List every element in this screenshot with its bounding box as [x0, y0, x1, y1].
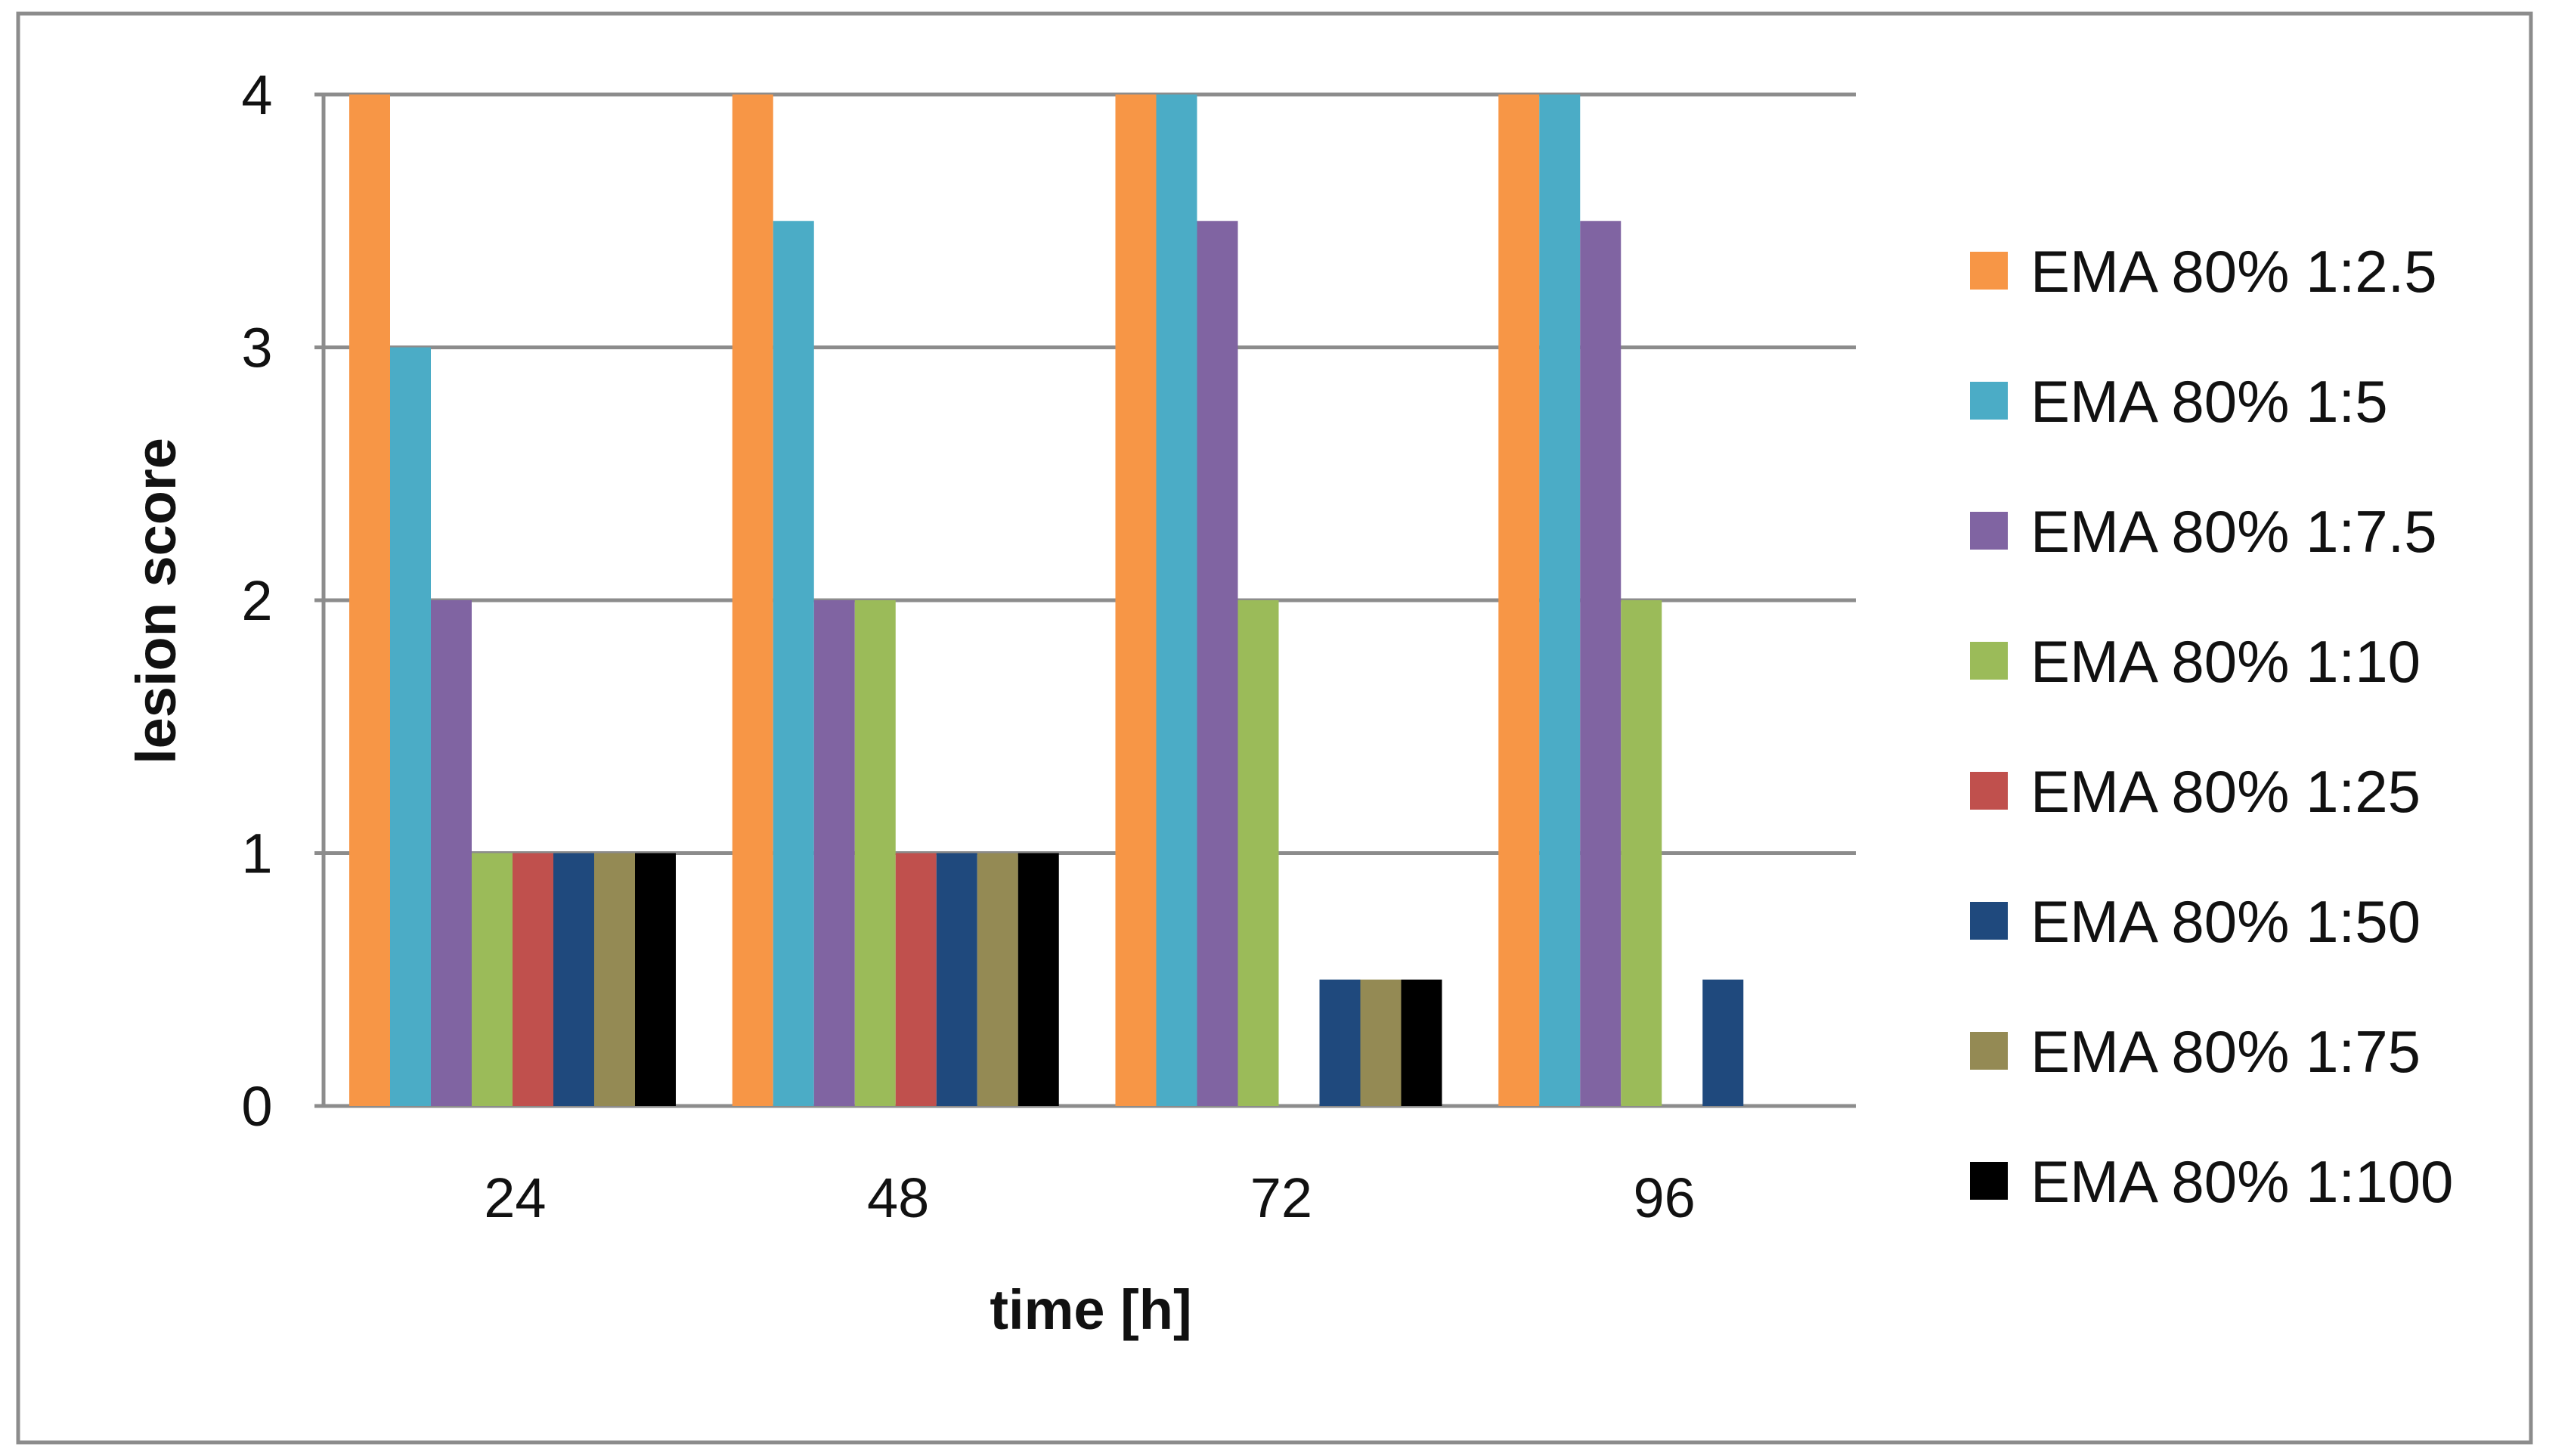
bar — [813, 600, 855, 1106]
legend-swatch — [1970, 252, 2008, 290]
bar — [895, 853, 937, 1106]
x-tick-label: 96 — [1633, 1166, 1695, 1229]
bar — [1197, 221, 1238, 1106]
x-tick-label: 48 — [867, 1166, 929, 1229]
y-tick-label: 1 — [241, 822, 272, 885]
legend-swatch — [1970, 642, 2008, 680]
bar — [1401, 979, 1442, 1106]
legend-label: EMA 80% 1:7.5 — [2030, 498, 2437, 565]
legend-swatch — [1970, 1032, 2008, 1070]
x-axis-title: time [h] — [990, 1278, 1191, 1341]
legend-swatch — [1970, 902, 2008, 940]
bar — [1498, 94, 1540, 1106]
bar — [349, 94, 390, 1106]
bars — [349, 94, 1744, 1106]
bar — [1702, 979, 1744, 1106]
bar — [854, 600, 896, 1106]
x-tick-label: 72 — [1250, 1166, 1312, 1229]
legend-swatch — [1970, 772, 2008, 810]
legend: EMA 80% 1:2.5 EMA 80% 1:5 EMA 80% 1:7.5 EMA… — [1970, 238, 2453, 1215]
bar — [1621, 600, 1662, 1106]
bar — [1580, 221, 1622, 1106]
legend-label: EMA 80% 1:50 — [2030, 888, 2421, 955]
legend-swatch — [1970, 382, 2008, 420]
bar — [513, 853, 553, 1106]
legend-label: EMA 80% 1:10 — [2030, 628, 2421, 695]
y-tick-label: 3 — [241, 317, 272, 379]
bar — [1539, 94, 1581, 1106]
legend-label: EMA 80% 1:25 — [2030, 758, 2421, 825]
bar — [1237, 600, 1279, 1106]
x-axis-ticks: 24 48 72 96 — [484, 1166, 1696, 1229]
bar — [936, 853, 977, 1106]
bar — [390, 347, 431, 1106]
legend-swatch — [1970, 1162, 2008, 1200]
y-tick-label: 2 — [241, 569, 272, 632]
bar — [553, 853, 594, 1106]
legend-label: EMA 80% 1:100 — [2030, 1148, 2453, 1215]
bar — [773, 221, 814, 1106]
x-tick-label: 24 — [484, 1166, 546, 1229]
bar — [977, 853, 1018, 1106]
bar — [1360, 979, 1402, 1106]
legend-label: EMA 80% 1:75 — [2030, 1018, 2421, 1085]
legend-swatch — [1970, 512, 2008, 550]
bar — [431, 600, 472, 1106]
y-axis-ticks: 0 1 2 3 4 — [241, 64, 272, 1138]
bar — [1156, 94, 1197, 1106]
bar — [472, 853, 513, 1106]
bar — [732, 94, 773, 1106]
legend-label: EMA 80% 1:5 — [2030, 368, 2388, 435]
bar — [1018, 853, 1059, 1106]
y-axis-title: lesion score — [125, 438, 187, 764]
y-tick-label: 4 — [241, 64, 272, 126]
y-tick-label: 0 — [241, 1075, 272, 1138]
bar — [1319, 979, 1361, 1106]
bar — [635, 853, 676, 1106]
legend-label: EMA 80% 1:2.5 — [2030, 238, 2437, 305]
bar — [594, 853, 635, 1106]
bar — [1115, 94, 1157, 1106]
